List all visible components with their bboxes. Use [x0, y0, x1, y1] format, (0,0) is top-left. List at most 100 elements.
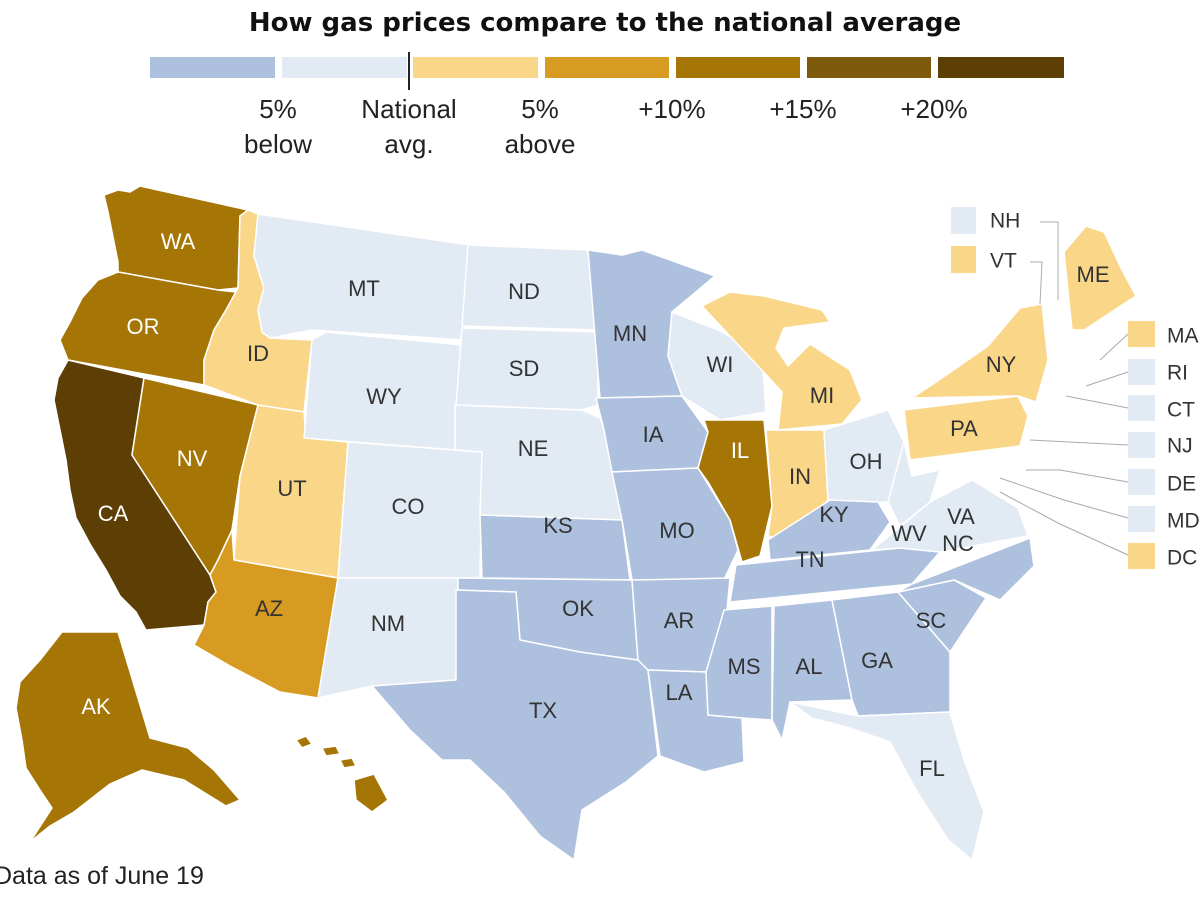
callout-swatch-dc	[1128, 543, 1155, 569]
callout-leader-ct	[1065, 395, 1129, 409]
state-label-ia: IA	[643, 422, 664, 447]
state-sd	[455, 327, 599, 411]
callout-label-ma: MA	[1167, 325, 1199, 348]
state-label-me: ME	[1077, 262, 1110, 287]
callout-swatch-ma	[1128, 321, 1155, 347]
national-average-marker	[408, 52, 410, 90]
state-label-in: IN	[789, 464, 811, 489]
callout-leader-ri	[1085, 371, 1129, 387]
state-nm	[317, 577, 459, 699]
state-tx	[371, 589, 659, 861]
state-label-az: AZ	[255, 596, 283, 621]
callout-label-dc: DC	[1167, 547, 1197, 570]
state-label-wa: WA	[161, 229, 196, 254]
state-label-ks: KS	[543, 513, 572, 538]
legend-swatch-above5	[413, 57, 538, 78]
callout-swatch-nj	[1128, 432, 1155, 458]
state-fl	[789, 701, 985, 861]
state-label-va: VA	[947, 504, 975, 529]
state-label-ar: AR	[664, 608, 695, 633]
callout-swatch-md	[1128, 506, 1155, 532]
data-date-note: Data as of June 19	[0, 862, 204, 890]
callout-swatch-nh	[951, 207, 976, 234]
state-wi	[667, 311, 767, 421]
callout-label-md: MD	[1167, 510, 1200, 533]
callout-leader-de	[1026, 469, 1129, 483]
state-label-wi: WI	[707, 352, 734, 377]
callout-label-nh: NH	[990, 210, 1020, 233]
state-label-wv: WV	[891, 521, 927, 546]
callout-leader-nh	[1040, 221, 1059, 300]
legend-swatch-p10	[545, 57, 669, 78]
legend-label-5-below: 5% below	[244, 94, 312, 159]
state-pa	[903, 395, 1029, 461]
state-label-ut: UT	[277, 476, 306, 501]
state-label-nd: ND	[508, 279, 540, 304]
state-tn	[729, 547, 941, 603]
callout-leader-md	[999, 477, 1129, 519]
state-label-ny: NY	[986, 352, 1017, 377]
state-label-ok: OK	[562, 596, 594, 621]
state-label-id: ID	[247, 341, 269, 366]
state-label-il: IL	[731, 438, 749, 463]
state-label-co: CO	[392, 494, 425, 519]
legend-label-5-above: 5% above	[504, 94, 576, 159]
state-label-ky: KY	[819, 502, 849, 527]
state-label-mt: MT	[348, 276, 380, 301]
state-label-ne: NE	[518, 436, 549, 461]
state-label-sc: SC	[916, 608, 947, 633]
map-title: How gas prices compare to the national a…	[248, 8, 962, 38]
callout-swatch-ri	[1128, 359, 1155, 385]
callout-leader-ma	[1099, 333, 1129, 361]
state-wv	[887, 441, 941, 527]
state-label-la: LA	[666, 680, 693, 705]
callout-leader-nj	[1029, 439, 1129, 446]
state-label-ca: CA	[98, 501, 129, 526]
state-label-ms: MS	[728, 654, 761, 679]
state-ky	[767, 499, 891, 561]
callout-leader-vt	[1030, 261, 1043, 305]
legend-label-plus15: +15%	[769, 94, 837, 124]
state-label-wy: WY	[366, 384, 402, 409]
callout-leader-dc	[999, 491, 1129, 556]
legend-swatch-p20	[807, 57, 931, 78]
state-me	[1063, 225, 1137, 331]
state-label-hi: HI	[280, 770, 302, 795]
state-label-al: AL	[796, 654, 823, 679]
callout-label-nj: NJ	[1167, 435, 1193, 458]
callout-label-de: DE	[1167, 473, 1196, 496]
legend-swatch-p15	[676, 57, 800, 78]
state-mi	[701, 291, 863, 431]
state-label-tn: TN	[795, 547, 824, 572]
state-label-mi: MI	[810, 383, 834, 408]
legend-swatch-p25	[938, 57, 1064, 78]
callout-swatch-ct	[1128, 395, 1155, 421]
state-nc	[897, 537, 1035, 601]
state-ny	[911, 303, 1049, 403]
state-label-fl: FL	[919, 756, 945, 781]
state-label-mo: MO	[659, 518, 694, 543]
state-label-sd: SD	[509, 356, 540, 381]
callout-swatch-vt	[951, 246, 976, 273]
callout-label-ct: CT	[1167, 399, 1195, 422]
callout-label-ri: RI	[1167, 362, 1188, 385]
state-ms	[705, 605, 773, 721]
state-label-pa: PA	[950, 416, 978, 441]
legend-label-plus10: +10%	[638, 94, 706, 124]
callout-swatch-de	[1128, 469, 1155, 495]
legend-label-plus20: +20%	[900, 94, 968, 124]
state-label-nm: NM	[371, 611, 405, 636]
state-label-nv: NV	[177, 446, 208, 471]
state-ak	[15, 631, 241, 843]
state-label-or: OR	[127, 314, 160, 339]
legend-swatch-below5	[150, 57, 275, 78]
state-label-nc: NC	[942, 531, 974, 556]
state-label-mn: MN	[613, 321, 647, 346]
state-va	[871, 479, 1029, 553]
legend-swatch-near-below	[282, 57, 407, 78]
callout-label-vt: VT	[990, 250, 1017, 273]
state-label-ga: GA	[861, 648, 893, 673]
state-hi	[295, 735, 389, 813]
state-label-oh: OH	[850, 449, 883, 474]
